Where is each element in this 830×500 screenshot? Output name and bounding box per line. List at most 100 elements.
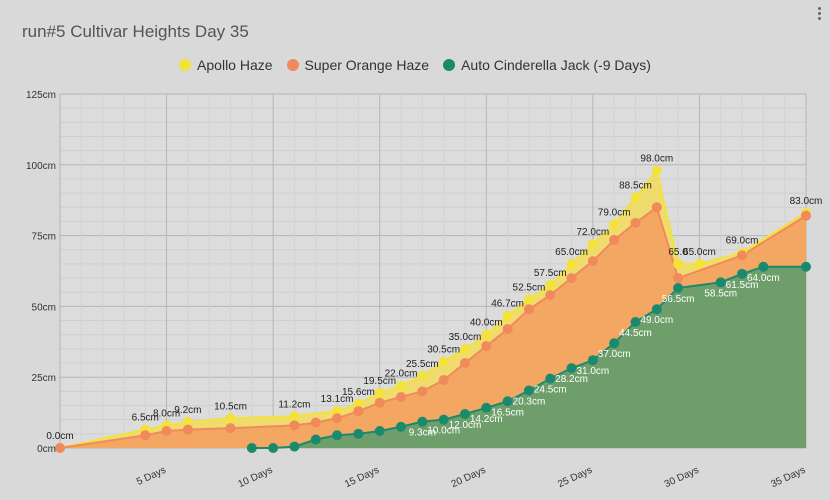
data-label: 15.6cm — [342, 387, 375, 398]
data-label: 56.5cm — [662, 294, 695, 305]
legend-label: Super Orange Haze — [304, 57, 430, 73]
x-tick-label: 5 Days — [135, 465, 168, 488]
data-point-1 — [737, 250, 748, 261]
data-point-1 — [481, 341, 492, 352]
data-point-0 — [545, 280, 556, 291]
data-point-1 — [651, 202, 662, 213]
x-tick-label: 10 Days — [237, 465, 275, 490]
data-label: 16.5cm — [491, 407, 524, 418]
data-point-2 — [332, 430, 343, 441]
data-point-0 — [502, 310, 513, 321]
data-point-0 — [182, 416, 193, 427]
data-point-1 — [332, 413, 343, 424]
data-point-1 — [182, 424, 193, 435]
data-point-2 — [630, 316, 641, 327]
data-label: 22.0cm — [385, 369, 418, 380]
data-point-0 — [438, 356, 449, 367]
data-label: 28.2cm — [555, 374, 588, 385]
chart-legend: Apollo Haze Super Orange Haze Auto Cindere… — [0, 57, 830, 73]
data-point-2 — [737, 268, 748, 279]
data-label: 37.0cm — [598, 349, 631, 360]
data-label: 57.5cm — [534, 268, 567, 279]
data-label: 20.3cm — [513, 397, 546, 408]
data-label: 65.0 — [668, 247, 688, 258]
data-label: 6.5cm — [132, 413, 159, 424]
series-line-0 — [59, 168, 807, 449]
data-point-0 — [673, 258, 684, 269]
data-point-2 — [609, 338, 620, 349]
data-point-2 — [438, 414, 449, 425]
data-label: 46.7cm — [491, 299, 524, 310]
data-label: 44.5cm — [619, 328, 652, 339]
data-point-0 — [694, 258, 705, 269]
data-point-0 — [289, 411, 300, 422]
x-tick-label: 30 Days — [663, 465, 701, 490]
data-point-2 — [758, 261, 769, 272]
data-point-0 — [417, 370, 428, 381]
data-point-2 — [545, 373, 556, 384]
data-point-2 — [374, 426, 385, 437]
data-point-0 — [225, 413, 236, 424]
data-point-2 — [801, 261, 811, 272]
data-point-0 — [566, 258, 577, 269]
data-label: 25.5cm — [406, 359, 439, 370]
data-label: 9.3cm — [409, 428, 436, 439]
data-point-2 — [396, 421, 407, 432]
data-point-1 — [289, 420, 300, 431]
data-point-2 — [715, 277, 726, 288]
data-label: 24.5cm — [534, 385, 567, 396]
data-label: 0.0cm — [46, 431, 73, 442]
data-point-1 — [161, 426, 172, 437]
data-point-2 — [673, 282, 684, 293]
data-point-2 — [481, 402, 492, 413]
data-point-1 — [438, 375, 449, 386]
x-tick-label: 35 Days — [769, 465, 807, 490]
more-options-icon[interactable] — [816, 6, 822, 24]
data-point-2 — [502, 396, 513, 407]
legend-item[interactable]: Auto Cinderella Jack (-9 Days) — [443, 57, 651, 73]
data-label: 14.2cm — [470, 414, 503, 425]
data-point-0 — [396, 380, 407, 391]
y-tick-label: 125cm — [26, 90, 56, 101]
series-area-2 — [251, 266, 807, 448]
y-tick-label: 25cm — [32, 373, 56, 384]
data-label: 69.0cm — [726, 236, 759, 247]
data-label: 61.5cm — [726, 280, 759, 291]
data-label: 8.0cm — [153, 408, 180, 419]
legend-item[interactable]: Apollo Haze — [179, 57, 273, 73]
data-label: 10.5cm — [214, 401, 247, 412]
x-tick-label: 20 Days — [450, 465, 488, 490]
data-label: 83.0cm — [790, 196, 823, 207]
data-point-2 — [523, 385, 534, 396]
data-point-1 — [417, 386, 428, 397]
data-point-2 — [566, 363, 577, 374]
data-label: 65.0cm — [555, 247, 588, 258]
x-tick-label: 15 Days — [343, 465, 381, 490]
data-point-0 — [353, 398, 364, 409]
data-point-0 — [651, 165, 662, 176]
data-point-0 — [481, 329, 492, 340]
data-point-2 — [459, 409, 470, 420]
legend-label: Apollo Haze — [197, 57, 273, 73]
y-tick-label: 0cm — [37, 444, 56, 455]
y-tick-label: 75cm — [32, 232, 56, 243]
data-point-1 — [396, 392, 407, 403]
legend-marker-icon — [179, 59, 192, 71]
data-label: 35.0cm — [449, 332, 482, 343]
data-label: 12.0cm — [449, 420, 482, 431]
data-point-2 — [289, 441, 300, 452]
data-point-1 — [801, 210, 811, 221]
data-point-1 — [140, 430, 151, 441]
legend-item[interactable]: Super Orange Haze — [286, 57, 430, 73]
data-label: 88.5cm — [619, 180, 652, 191]
data-point-1 — [353, 406, 364, 417]
data-point-1 — [523, 304, 534, 315]
data-point-1 — [55, 443, 65, 453]
data-label: 30.5cm — [427, 345, 460, 356]
data-label: 58.5cm — [704, 288, 737, 299]
data-label: 65.0cm — [683, 247, 716, 258]
data-label: 64.0cm — [747, 273, 780, 284]
data-point-2 — [353, 428, 364, 439]
